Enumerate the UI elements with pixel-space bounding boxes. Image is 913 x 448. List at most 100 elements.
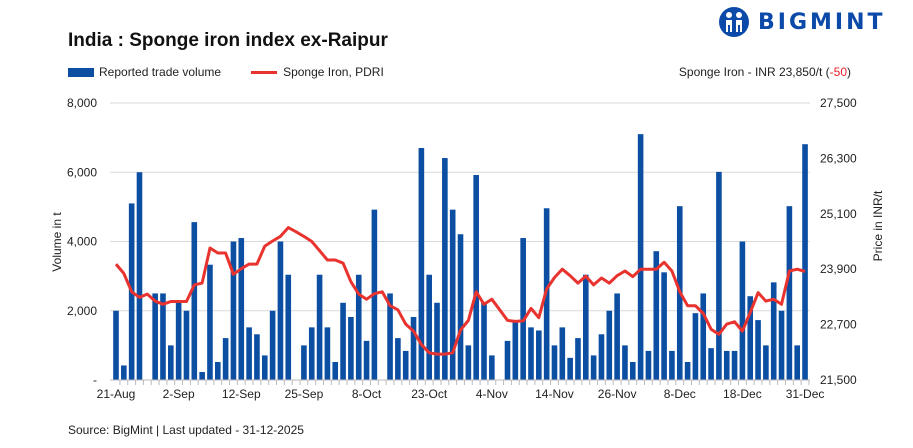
page-title: India : Sponge iron index ex-Raipur <box>68 30 388 51</box>
legend-bar-swatch <box>68 67 94 77</box>
legend-bar-label: Reported trade volume <box>99 65 222 79</box>
volume-bar <box>583 274 589 380</box>
volume-bar <box>637 134 644 380</box>
logo-text: BIGMINT <box>758 9 886 35</box>
volume-bar <box>277 241 284 380</box>
volume-bar <box>575 338 581 380</box>
x-tick-label: 18-Dec <box>723 387 762 401</box>
legend-line-swatch <box>251 70 278 74</box>
y-tick-label: 4,000 <box>67 235 97 249</box>
volume-bar <box>246 327 252 380</box>
volume-bar <box>794 345 801 380</box>
volume-bar <box>261 355 268 380</box>
y2-tick-label: 21,500 <box>820 373 857 387</box>
volume-bar <box>387 293 393 380</box>
volume-bar <box>606 310 613 380</box>
volume-bar <box>700 293 707 380</box>
volume-bar <box>395 338 401 380</box>
volume-bar <box>175 301 182 380</box>
volume-bar <box>457 234 464 380</box>
volume-bar <box>442 158 448 380</box>
price-note: Sponge Iron - INR 23,850/t (-50) <box>679 65 851 79</box>
y2-tick-label: 23,900 <box>820 262 857 276</box>
x-tick-label: 14-Nov <box>535 387 574 401</box>
x-tick-label: 4-Nov <box>476 387 508 401</box>
volume-bar <box>755 320 761 380</box>
volume-bar <box>168 345 174 380</box>
x-tick-label: 8-Oct <box>352 387 382 401</box>
volume-bar <box>598 334 605 380</box>
volume-bar <box>645 350 652 380</box>
volume-bar <box>269 310 276 380</box>
volume-bar <box>254 334 260 380</box>
volume-bar <box>355 274 362 380</box>
price-change: -50 <box>829 65 847 79</box>
x-tick-label: 31-Dec <box>786 387 825 401</box>
volume-bar <box>661 272 667 380</box>
volume-bar <box>332 361 339 380</box>
volume-bar <box>363 340 370 380</box>
price-note-prefix: Sponge Iron - INR 23,850/t ( <box>678 65 830 79</box>
y-axis-label: Volume in t <box>50 212 64 272</box>
volume-bar <box>669 350 675 380</box>
volume-bar <box>113 310 119 380</box>
price-note-suffix: ) <box>847 65 851 79</box>
volume-bar <box>653 251 660 380</box>
y-tick-label: - <box>93 373 97 387</box>
volume-bar <box>207 264 213 380</box>
volume-bar <box>418 148 425 380</box>
y2-tick-label: 25,100 <box>820 207 857 221</box>
volume-bar <box>410 316 417 380</box>
volume-bar <box>426 274 432 380</box>
y-tick-label: 6,000 <box>67 165 97 179</box>
volume-bar <box>739 241 746 380</box>
volume-bar <box>684 361 691 380</box>
x-tick-label: 8-Dec <box>664 387 696 401</box>
volume-bar <box>316 274 323 380</box>
volume-bar <box>489 355 495 380</box>
y2-tick-label: 22,700 <box>820 318 857 332</box>
volume-bar <box>559 327 566 380</box>
volume-bar <box>629 361 636 380</box>
volume-bar <box>614 293 620 380</box>
volume-bar <box>551 345 558 380</box>
volume-bar <box>590 355 597 380</box>
volume-bar <box>136 172 143 380</box>
volume-bar <box>465 345 472 380</box>
volume-bar <box>567 357 573 380</box>
volume-bar <box>121 365 127 380</box>
x-tick-label: 21-Aug <box>97 387 136 401</box>
volume-bar <box>238 238 245 380</box>
volume-bar <box>692 313 699 380</box>
y2-tick-label: 26,300 <box>820 151 857 165</box>
volume-bar <box>778 310 785 380</box>
volume-bar <box>716 171 722 380</box>
x-tick-label: 25-Sep <box>285 387 324 401</box>
logo-people-icon <box>719 7 749 37</box>
volume-bar <box>449 209 456 380</box>
volume-bar <box>324 327 331 380</box>
volume-bar <box>473 175 479 380</box>
volume-bar <box>536 330 542 380</box>
volume-bar <box>504 340 511 380</box>
volume-bar <box>152 293 158 380</box>
volume-bar <box>230 241 237 380</box>
volume-bar <box>770 282 777 380</box>
volume-bar <box>191 222 198 380</box>
volume-bar <box>348 316 354 380</box>
x-tick-label: 26-Nov <box>598 387 637 401</box>
volume-bar <box>481 302 487 380</box>
price-line <box>114 226 806 356</box>
volume-bar <box>622 345 628 380</box>
volume-bar <box>520 238 526 380</box>
volume-bar <box>183 310 190 380</box>
y-tick-label: 8,000 <box>67 96 97 110</box>
x-tick-label: 2-Sep <box>163 387 195 401</box>
x-tick-label: 23-Oct <box>411 387 448 401</box>
volume-bar <box>434 302 440 380</box>
y2-axis-label: Price in INR/t <box>871 190 885 261</box>
volume-bar <box>747 296 754 380</box>
volume-bar <box>512 320 519 380</box>
